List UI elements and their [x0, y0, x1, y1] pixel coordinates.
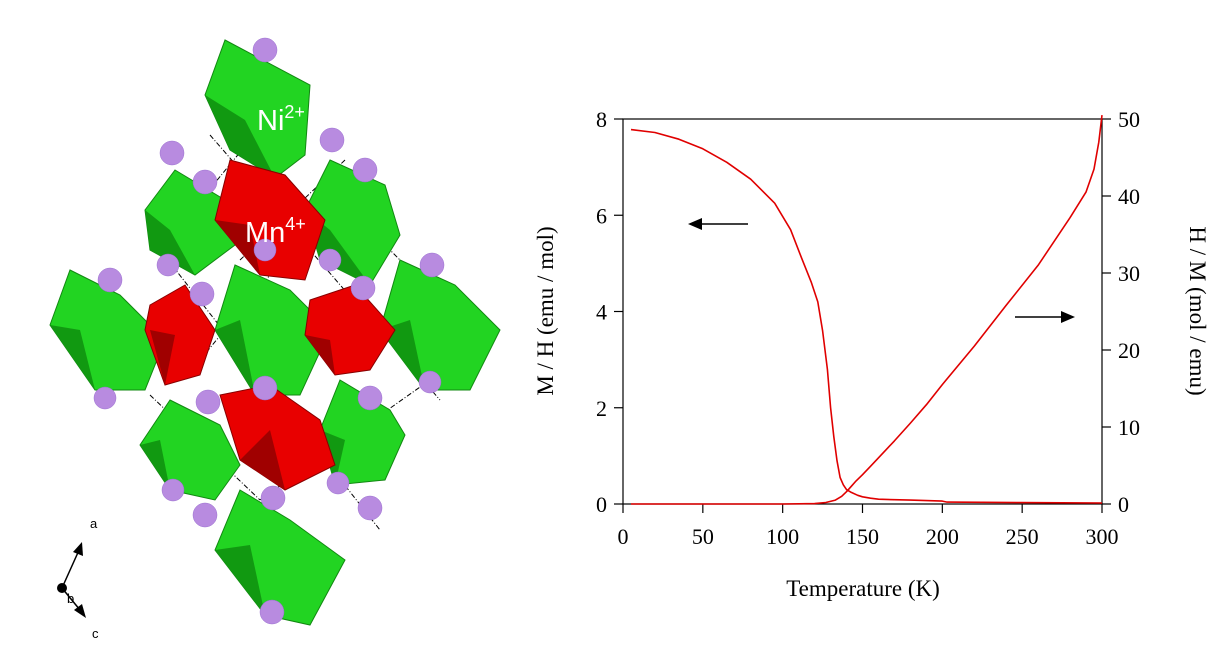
mn-octahedron-face [150, 330, 175, 385]
crystal-structure-illustration: Ni2+ Mn4+ a b c [49, 37, 501, 641]
ni-octahedron-face [145, 210, 195, 275]
x-tick-label: 50 [692, 524, 714, 549]
left-axis-arrow [688, 218, 748, 230]
ni-octahedron-face [380, 320, 425, 390]
axis-c-arrowhead [74, 604, 86, 618]
series-line-susceptibility [630, 128, 1103, 504]
left-y-tick-label: 8 [596, 107, 607, 132]
series-line-inverse-susceptibility [631, 115, 1103, 505]
right-y-axis-label: H / M (mol / emu) [1185, 226, 1210, 395]
left-y-axis-ticks: 0 2 4 6 8 [596, 107, 623, 517]
mn-octahedra [144, 159, 396, 491]
axes-triad: a b c [57, 516, 99, 641]
mn-octahedron-face [240, 430, 285, 490]
x-tick-label: 100 [766, 524, 799, 549]
ni-octahedron-face [205, 95, 275, 178]
mn-octahedron [304, 284, 396, 376]
axis-b-label: b [67, 591, 74, 606]
ni-octahedron-face [215, 545, 265, 615]
x-axis-ticks: 0 50 100 150 200 250 300 [618, 504, 1119, 549]
axis-a-arrowhead [73, 542, 83, 556]
x-tick-label: 250 [1006, 524, 1039, 549]
left-y-tick-label: 6 [596, 203, 607, 228]
atoms [93, 37, 445, 625]
plot-frame [622, 118, 1103, 505]
left-y-tick-label: 4 [596, 300, 607, 325]
x-tick-label: 200 [926, 524, 959, 549]
left-y-tick-label: 0 [596, 492, 607, 517]
ni-octahedron-face [215, 320, 255, 395]
right-y-tick-label: 0 [1118, 492, 1129, 517]
ni-octahedron-face [140, 440, 170, 490]
x-tick-label: 0 [618, 524, 629, 549]
data-series [630, 115, 1103, 505]
x-tick-label: 150 [846, 524, 879, 549]
left-y-tick-label: 2 [596, 396, 607, 421]
ni-octahedron-face [50, 325, 95, 390]
ni-octahedra [49, 39, 501, 626]
mn-octahedron-face [215, 220, 260, 275]
ni-ion-label: Ni2+ [257, 102, 305, 137]
left-y-axis-label: M / H (emu / mol) [533, 226, 558, 395]
mn-ion-label: Mn4+ [245, 214, 306, 249]
x-axis-label: Temperature (K) [786, 576, 940, 601]
right-axis-arrow [1015, 311, 1075, 323]
right-y-tick-label: 30 [1118, 261, 1140, 286]
right-y-axis-ticks: 0 10 20 30 40 50 [1102, 107, 1140, 517]
right-y-tick-label: 20 [1118, 338, 1140, 363]
right-y-tick-label: 10 [1118, 415, 1140, 440]
x-tick-label: 300 [1086, 524, 1119, 549]
axis-c-label: c [92, 626, 99, 641]
mn-octahedron-face [305, 335, 335, 375]
right-y-tick-label: 50 [1118, 107, 1140, 132]
axis-a-label: a [90, 516, 98, 531]
right-y-tick-label: 40 [1118, 184, 1140, 209]
susceptibility-chart: 0 50 100 150 200 250 300 0 2 4 6 8 0 10 20 30 40 50 Tem… [533, 107, 1210, 601]
